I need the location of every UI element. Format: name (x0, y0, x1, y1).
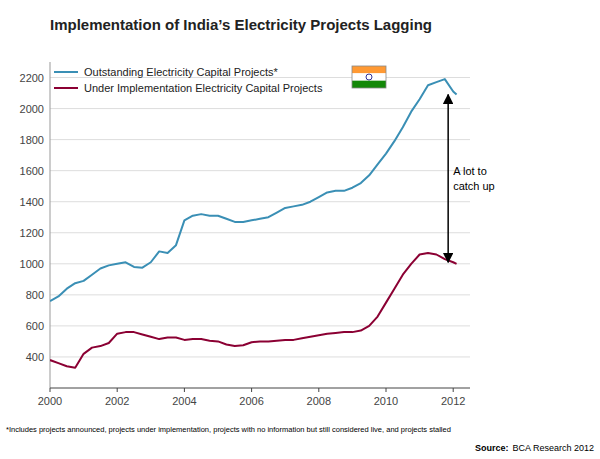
x-tick (50, 388, 51, 392)
grid-line (50, 201, 470, 202)
chart: Implementation of India’s Electricity Pr… (0, 0, 600, 459)
y-tick-label: 1400 (20, 196, 44, 208)
flag-stripe (352, 73, 386, 80)
x-tick-label: 2002 (105, 395, 129, 407)
grid-line (50, 325, 470, 326)
grid-line (50, 139, 470, 140)
y-tick-label: 2200 (20, 72, 44, 84)
x-tick (453, 388, 454, 392)
x-tick-label: 2006 (239, 395, 263, 407)
footnote: *Includes projects announced, projects u… (6, 425, 451, 434)
flag-chakra (366, 74, 372, 80)
flag-border (352, 66, 386, 88)
annotation-text: A lot to catch up (453, 165, 495, 192)
grid-line (50, 356, 470, 357)
grid (50, 78, 470, 357)
grid-line (50, 108, 470, 109)
x-tick (318, 388, 319, 392)
flag-stripe (352, 81, 386, 88)
annotation-line: catch up (453, 180, 495, 192)
y-tick-label: 1600 (20, 165, 44, 177)
source: Source:BCA Research 2012 (475, 443, 594, 453)
y-tick-label: 400 (26, 351, 44, 363)
legend-label: Under Implementation Electricity Capital… (84, 82, 323, 94)
x-tick-label: 2004 (172, 395, 196, 407)
x-tick (251, 388, 252, 392)
flag (352, 66, 386, 88)
flag-stripe (352, 66, 386, 73)
x-tick (184, 388, 185, 392)
x-tick-label: 2010 (374, 395, 398, 407)
y-tick-label: 1800 (20, 134, 44, 146)
series-line (50, 79, 457, 301)
legend-swatch (54, 87, 78, 89)
series-line (50, 253, 457, 368)
annotation-arrow (447, 95, 449, 263)
title: Implementation of India’s Electricity Pr… (50, 16, 432, 33)
source-label: Source: (475, 443, 509, 453)
x-tick-label: 2012 (441, 395, 465, 407)
grid-line (50, 294, 470, 295)
x-axis-line (50, 388, 470, 389)
x-tick (386, 388, 387, 392)
grid-line (50, 170, 470, 171)
source-text: BCA Research 2012 (512, 443, 594, 453)
y-tick-label: 1200 (20, 227, 44, 239)
lines (50, 79, 457, 368)
legend: Outstanding Electricity Capital Projects… (54, 66, 323, 94)
y-tick-label: 2000 (20, 103, 44, 115)
y-tick-label: 1000 (20, 258, 44, 270)
x-tick (117, 388, 118, 392)
legend-label: Outstanding Electricity Capital Projects… (84, 66, 279, 78)
y-tick-label: 600 (26, 320, 44, 332)
y-axis-line (50, 62, 51, 388)
legend-swatch (54, 71, 78, 73)
y-tick-label: 800 (26, 289, 44, 301)
x-tick-label: 2000 (38, 395, 62, 407)
grid-line (50, 232, 470, 233)
annotation-line: A lot to (453, 165, 487, 177)
x-tick-label: 2008 (307, 395, 331, 407)
